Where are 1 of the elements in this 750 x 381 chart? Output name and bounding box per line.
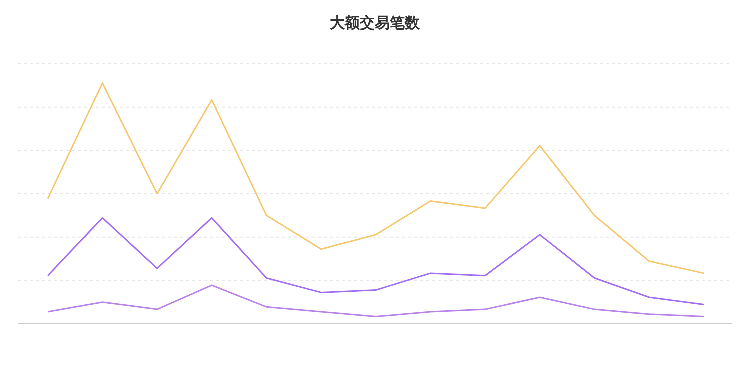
chart-title: 大额交易笔数 [329,14,421,34]
